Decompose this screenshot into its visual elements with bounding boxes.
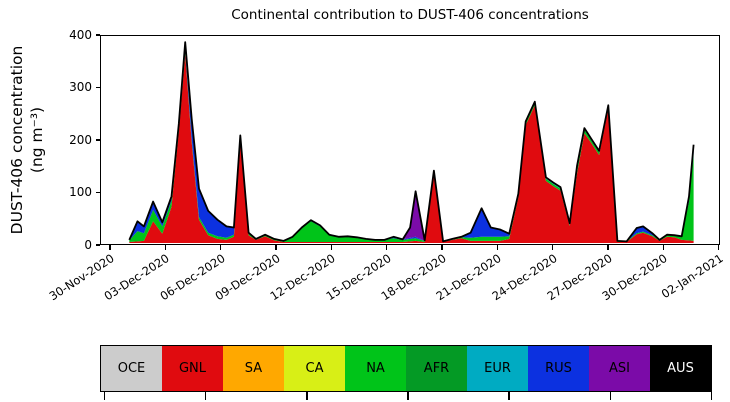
legend-item-ASI: ASI [589,346,650,391]
y-tick-label: 0 [84,237,92,252]
legend-tick [407,392,409,400]
legend-tick [508,392,510,400]
area-GNL [129,54,694,243]
total-outline [128,41,695,243]
x-tick-label: 21-Dec-2020 [433,251,504,304]
x-tick-label: 15-Dec-2020 [323,251,394,304]
x-tick [164,245,166,250]
legend-tick [710,392,712,400]
x-tick-label: 02-Jan-2021 [658,251,726,302]
x-tick-label: 18-Dec-2020 [378,251,449,304]
x-tick [275,245,277,250]
x-tick [441,245,443,250]
legend-item-RUS: RUS [528,346,589,391]
legend-bar: OCE GNL SA CA NA AFR EUR RUS ASI AUS [100,345,712,392]
x-tick-label: 09-Dec-2020 [212,251,283,304]
legend-item-AUS: AUS [650,346,711,391]
stacked-area-chart [128,41,695,243]
x-tick [551,245,554,250]
legend-tick [609,392,611,400]
y-tick [95,139,100,141]
y-tick-label: 200 [69,132,92,147]
legend-item-EUR: EUR [467,346,528,391]
y-tick [95,191,100,194]
y-tick [95,86,100,89]
x-tick [109,245,111,250]
y-tick [95,244,100,246]
x-tick-label: 06-Dec-2020 [157,251,228,304]
x-tick-label: 03-Dec-2020 [101,251,172,304]
legend-tick [104,392,106,400]
x-tick [330,245,332,250]
x-tick-label: 27-Dec-2020 [544,251,615,304]
x-tick [496,245,498,250]
plot-area [100,35,720,245]
x-tick [662,245,664,250]
x-tick-label: 24-Dec-2020 [489,251,560,304]
x-tick [607,245,609,250]
legend-item-SA: SA [223,346,284,391]
y-tick-label: 400 [69,27,92,42]
legend-item-CA: CA [284,346,345,391]
legend-item-GNL: GNL [162,346,223,391]
y-tick-label: 100 [69,185,92,199]
legend-item-AFR: AFR [406,346,467,391]
legend-tick [306,392,308,400]
y-tick-label: 300 [69,80,92,94]
legend-item-NA: NA [345,346,406,391]
legend-item-OCE: OCE [101,346,162,391]
x-tick [717,245,720,250]
x-tick [219,245,222,250]
chart-title: Continental contribution to DUST-406 con… [231,7,589,23]
y-axis-label-line1: DUST-406 concentration [8,45,26,235]
x-tick [385,245,388,250]
x-tick-label: 30-Dec-2020 [599,251,670,304]
legend-tick [205,392,207,400]
y-tick [95,34,100,36]
x-tick-label: 12-Dec-2020 [267,251,338,304]
